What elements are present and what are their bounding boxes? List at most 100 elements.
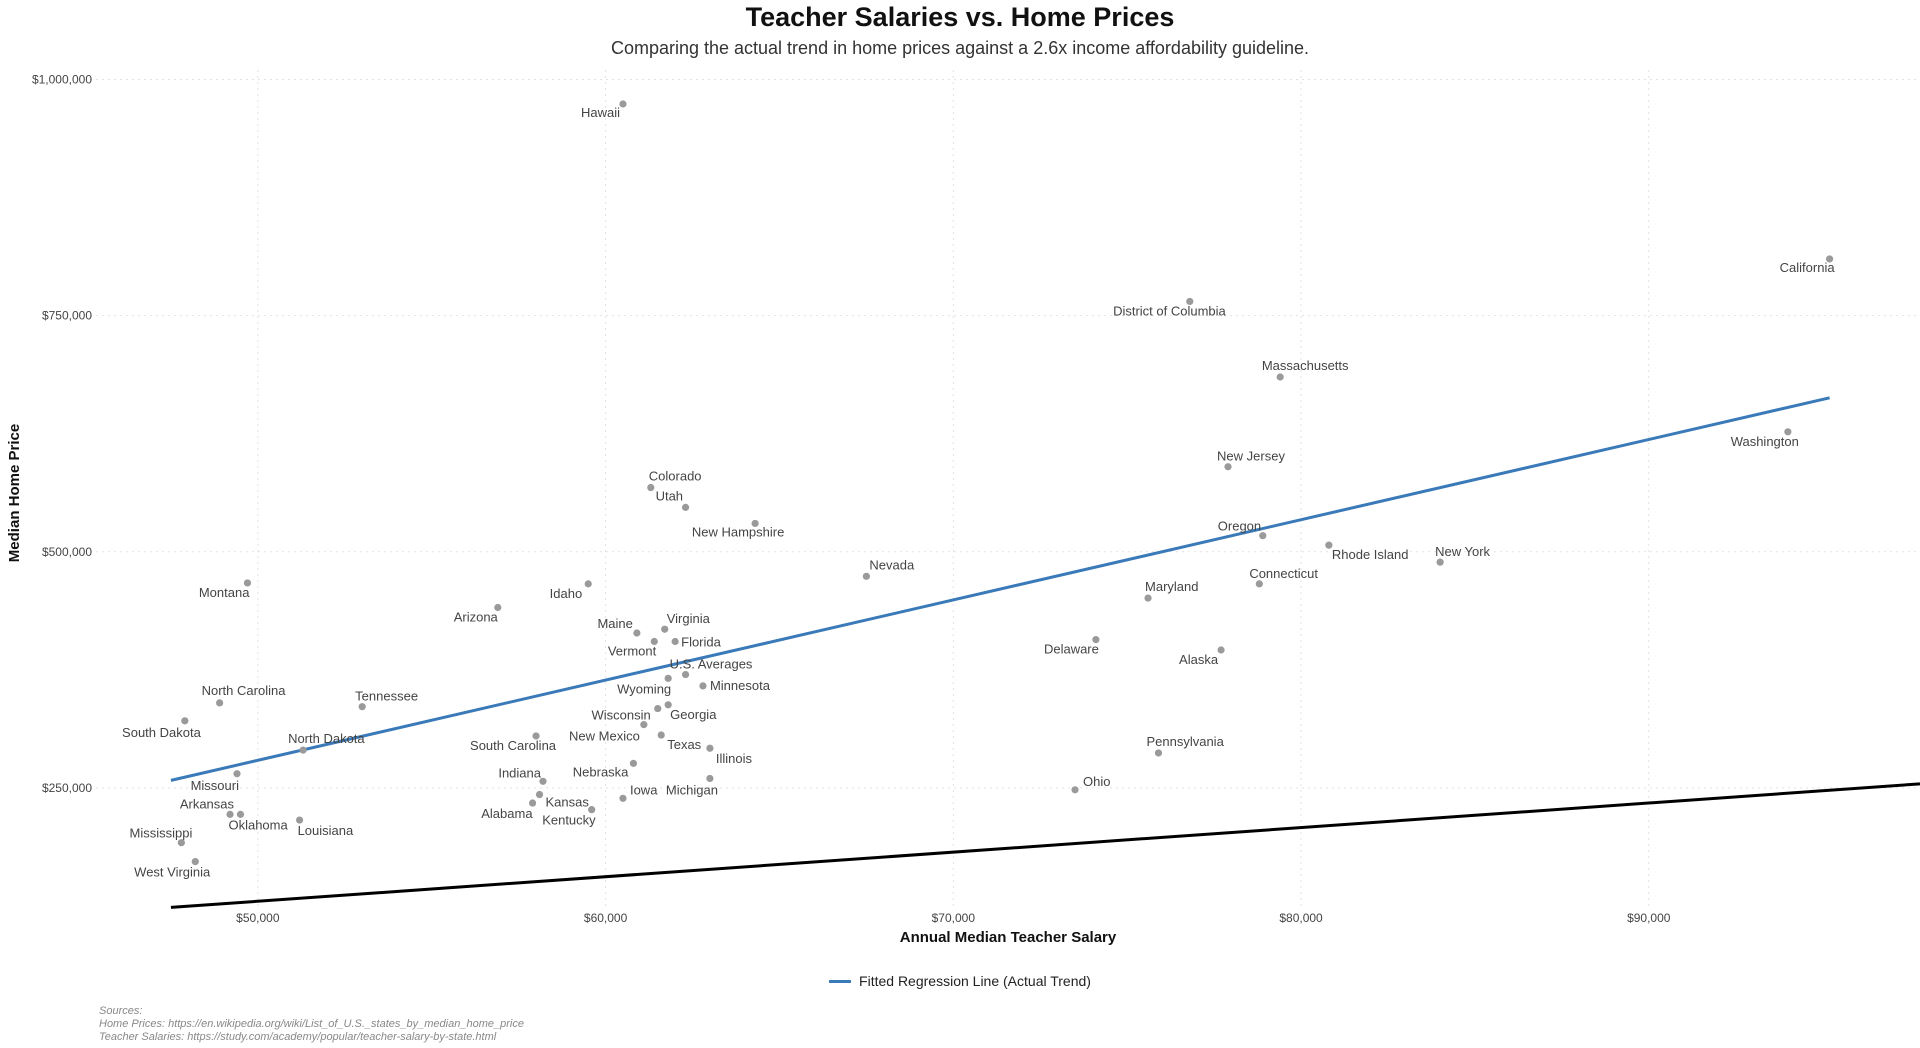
point-label: Georgia bbox=[670, 707, 717, 722]
point-label: Wyoming bbox=[617, 681, 671, 696]
data-point bbox=[751, 519, 759, 528]
data-point bbox=[243, 579, 252, 587]
data-point bbox=[1144, 594, 1152, 602]
data-point bbox=[358, 703, 366, 711]
point-label: Florida bbox=[681, 635, 722, 650]
point-label: Oregon bbox=[1218, 519, 1261, 534]
y-tick-label: $750,000 bbox=[42, 309, 92, 323]
y-tick-label: $250,000 bbox=[42, 781, 92, 795]
data-point bbox=[699, 682, 707, 690]
data-point bbox=[1224, 463, 1232, 471]
data-point bbox=[661, 625, 669, 633]
data-point bbox=[706, 744, 714, 752]
point-label: Colorado bbox=[649, 469, 702, 484]
sources-home-prices: Home Prices: https://en.wikipedia.org/wi… bbox=[99, 1018, 524, 1030]
point-label: Pennsylvania bbox=[1146, 734, 1224, 749]
data-point bbox=[681, 503, 690, 511]
x-axis-title: Annual Median Teacher Salary bbox=[900, 929, 1117, 946]
point-label: Arkansas bbox=[180, 796, 235, 811]
data-point bbox=[226, 810, 234, 818]
data-point bbox=[528, 799, 537, 807]
point-label: Maryland bbox=[1145, 579, 1198, 594]
point-label: New Mexico bbox=[569, 729, 640, 744]
data-point bbox=[1784, 428, 1792, 436]
grid-lines bbox=[90, 70, 1920, 906]
y-tick-label: $500,000 bbox=[42, 545, 92, 559]
point-label: North Carolina bbox=[202, 683, 287, 698]
point-label: North Dakota bbox=[288, 731, 365, 746]
y-axis-title: Median Home Price bbox=[6, 424, 23, 562]
trend-lines bbox=[170, 396, 1920, 909]
data-point bbox=[1071, 786, 1079, 794]
data-point bbox=[584, 580, 592, 588]
sources-heading: Sources: bbox=[99, 1005, 143, 1017]
data-point bbox=[1825, 255, 1834, 263]
data-point bbox=[539, 777, 547, 785]
x-tick-label: $90,000 bbox=[1627, 911, 1671, 925]
data-point bbox=[1217, 646, 1225, 654]
data-point bbox=[177, 839, 185, 847]
data-point bbox=[671, 637, 679, 646]
data-point bbox=[664, 674, 672, 682]
regression-line bbox=[170, 396, 1830, 782]
point-label: Vermont bbox=[608, 644, 657, 659]
point-label: Illinois bbox=[716, 751, 753, 766]
point-label: Michigan bbox=[666, 782, 718, 797]
point-label: Alabama bbox=[481, 806, 533, 821]
data-point bbox=[1154, 749, 1163, 757]
data-point bbox=[1325, 541, 1333, 549]
point-label: Idaho bbox=[550, 586, 583, 601]
data-point bbox=[1092, 636, 1100, 644]
data-point bbox=[664, 701, 672, 709]
point-label: District of Columbia bbox=[1113, 303, 1226, 318]
data-point bbox=[1436, 558, 1444, 566]
data-point bbox=[640, 721, 648, 729]
point-label: Missouri bbox=[191, 778, 240, 793]
point-label: West Virginia bbox=[134, 865, 211, 880]
data-point bbox=[216, 699, 224, 707]
point-label: Alaska bbox=[1179, 652, 1219, 667]
data-point bbox=[681, 670, 690, 679]
data-point bbox=[619, 794, 627, 802]
point-label: Massachusetts bbox=[1262, 358, 1349, 373]
data-point bbox=[1186, 297, 1194, 306]
point-label: New Hampshire bbox=[692, 524, 784, 539]
point-label: South Dakota bbox=[122, 725, 202, 740]
x-tick-label: $80,000 bbox=[1279, 911, 1323, 925]
affordability-guideline-line bbox=[170, 782, 1920, 909]
point-label: Minnesota bbox=[710, 678, 771, 693]
chart-subtitle: Comparing the actual trend in home price… bbox=[610, 38, 1310, 58]
data-point bbox=[233, 770, 241, 778]
point-label: Nebraska bbox=[573, 764, 629, 779]
point-label: California bbox=[1780, 260, 1836, 275]
data-point bbox=[650, 637, 658, 646]
data-point bbox=[654, 704, 662, 713]
point-label: Hawaii bbox=[581, 105, 620, 120]
data-point bbox=[1259, 532, 1267, 540]
point-label: Indiana bbox=[498, 765, 541, 780]
point-label: New York bbox=[1435, 544, 1490, 559]
point-label: Kansas bbox=[546, 795, 590, 810]
point-label: Connecticut bbox=[1249, 566, 1318, 581]
point-label: Montana bbox=[199, 585, 250, 600]
sources-note: Sources: Home Prices: https://en.wikiped… bbox=[99, 1005, 524, 1044]
data-point bbox=[862, 572, 870, 580]
point-label: Virginia bbox=[667, 611, 711, 626]
data-point bbox=[236, 810, 245, 818]
legend: Fitted Regression Line (Actual Trend) bbox=[0, 973, 1920, 989]
point-label: Mississippi bbox=[130, 826, 193, 841]
point-label: South Carolina bbox=[470, 738, 557, 753]
data-point bbox=[181, 717, 189, 725]
data-points bbox=[177, 100, 1834, 866]
data-point bbox=[588, 806, 596, 814]
legend-regression-label: Fitted Regression Line (Actual Trend) bbox=[859, 973, 1091, 989]
point-label: Rhode Island bbox=[1332, 547, 1409, 562]
data-point bbox=[191, 858, 199, 866]
data-point bbox=[706, 774, 714, 783]
data-point bbox=[629, 759, 638, 767]
data-point bbox=[1276, 373, 1284, 381]
point-label: Kentucky bbox=[542, 813, 596, 828]
data-point bbox=[295, 816, 304, 824]
data-point bbox=[633, 629, 641, 637]
point-label: Wisconsin bbox=[592, 708, 651, 723]
